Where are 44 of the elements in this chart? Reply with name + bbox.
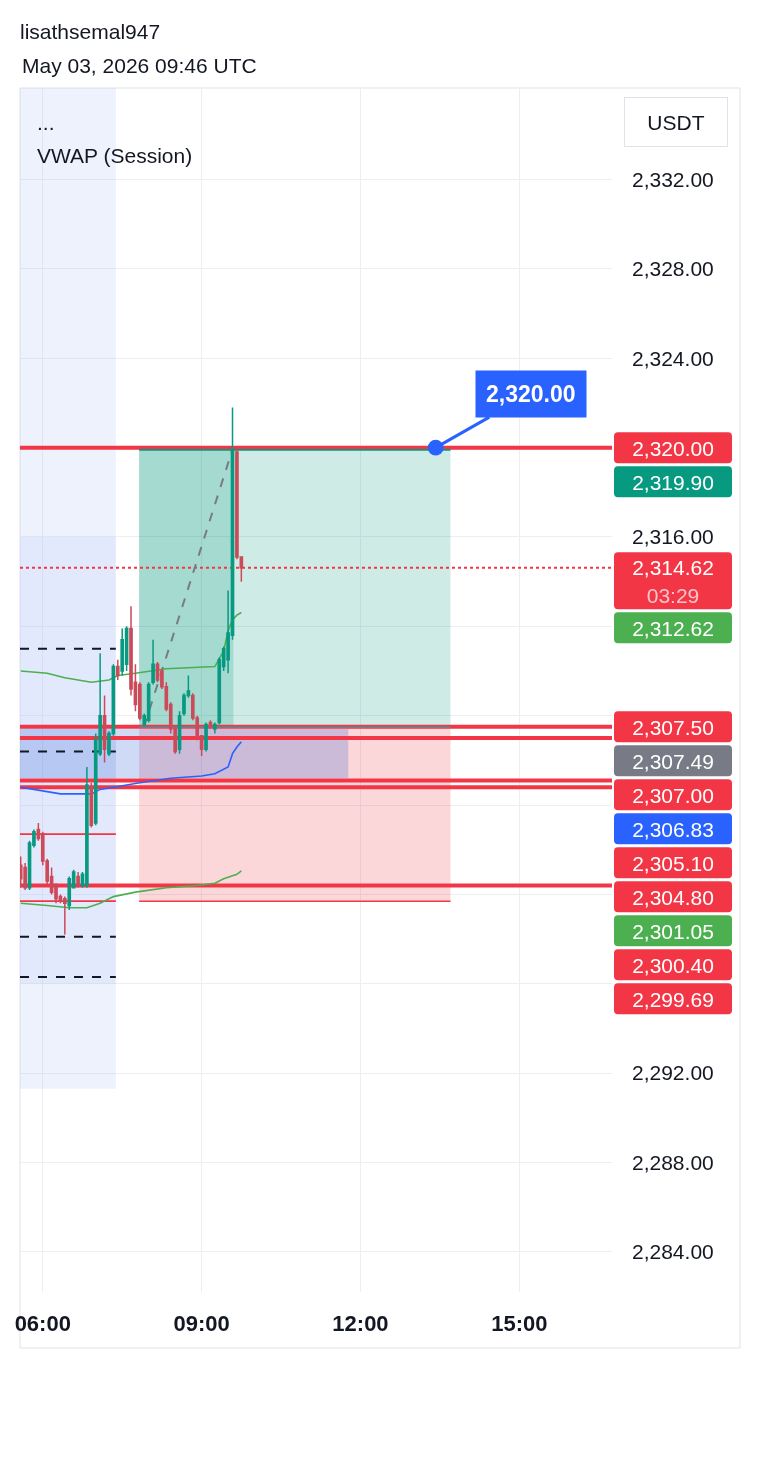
text: 2,307.00 — [632, 784, 714, 807]
annotation: VWAP (Session) — [37, 144, 193, 167]
candlestick — [115, 659, 120, 681]
text: 2,312.62 — [632, 617, 714, 640]
annotation: ... — [37, 111, 55, 134]
candlestick — [146, 681, 151, 724]
text: 2,304.80 — [632, 886, 714, 909]
line-series — [20, 611, 243, 683]
candlestick — [204, 721, 208, 753]
x-tick-label: 09:00 — [173, 1311, 230, 1336]
candlestick — [89, 781, 94, 829]
candlestick — [63, 895, 67, 936]
candlestick — [85, 766, 89, 889]
text: 2,300.40 — [632, 954, 714, 977]
text: 2,307.50 — [632, 716, 714, 739]
text: 2,299.69 — [632, 988, 714, 1011]
text: 2,305.10 — [632, 852, 714, 875]
chart-subtitle: May 03, 2026 09:46 UTC — [22, 54, 257, 77]
annotation: 2,320.00 — [486, 381, 576, 407]
y-tick-label: 2,328.00 — [632, 257, 714, 281]
x-tick-label: 06:00 — [14, 1311, 71, 1336]
text: 2,306.83 — [632, 818, 714, 841]
y-tick-label: 2,288.00 — [632, 1150, 714, 1174]
chart-title: lisathsemal947 — [20, 20, 161, 44]
x-tick-label: 15:00 — [491, 1311, 548, 1336]
candlestick — [151, 638, 155, 686]
text: 2,301.05 — [632, 920, 714, 943]
candlestick — [120, 627, 125, 677]
text: 2,307.49 — [632, 750, 714, 773]
y-tick-label: 2,332.00 — [632, 167, 714, 191]
y-axis-title: USDT — [647, 110, 705, 134]
candlestick — [76, 871, 80, 889]
candlestick — [102, 694, 107, 764]
text: 2,314.62 03:29 — [632, 556, 714, 607]
y-tick-label: 2,292.00 — [632, 1061, 714, 1085]
text: 2,320.00 — [632, 437, 714, 460]
candlestick — [20, 855, 23, 889]
line-series — [20, 741, 243, 795]
text: 2,319.90 — [632, 471, 714, 494]
y-tick-label: 2,324.00 — [632, 346, 714, 370]
line-series — [20, 870, 243, 909]
y-tick-label: 2,284.00 — [632, 1240, 714, 1264]
x-tick-label: 12:00 — [332, 1311, 389, 1336]
y-tick-label: 2,316.00 — [632, 525, 714, 549]
